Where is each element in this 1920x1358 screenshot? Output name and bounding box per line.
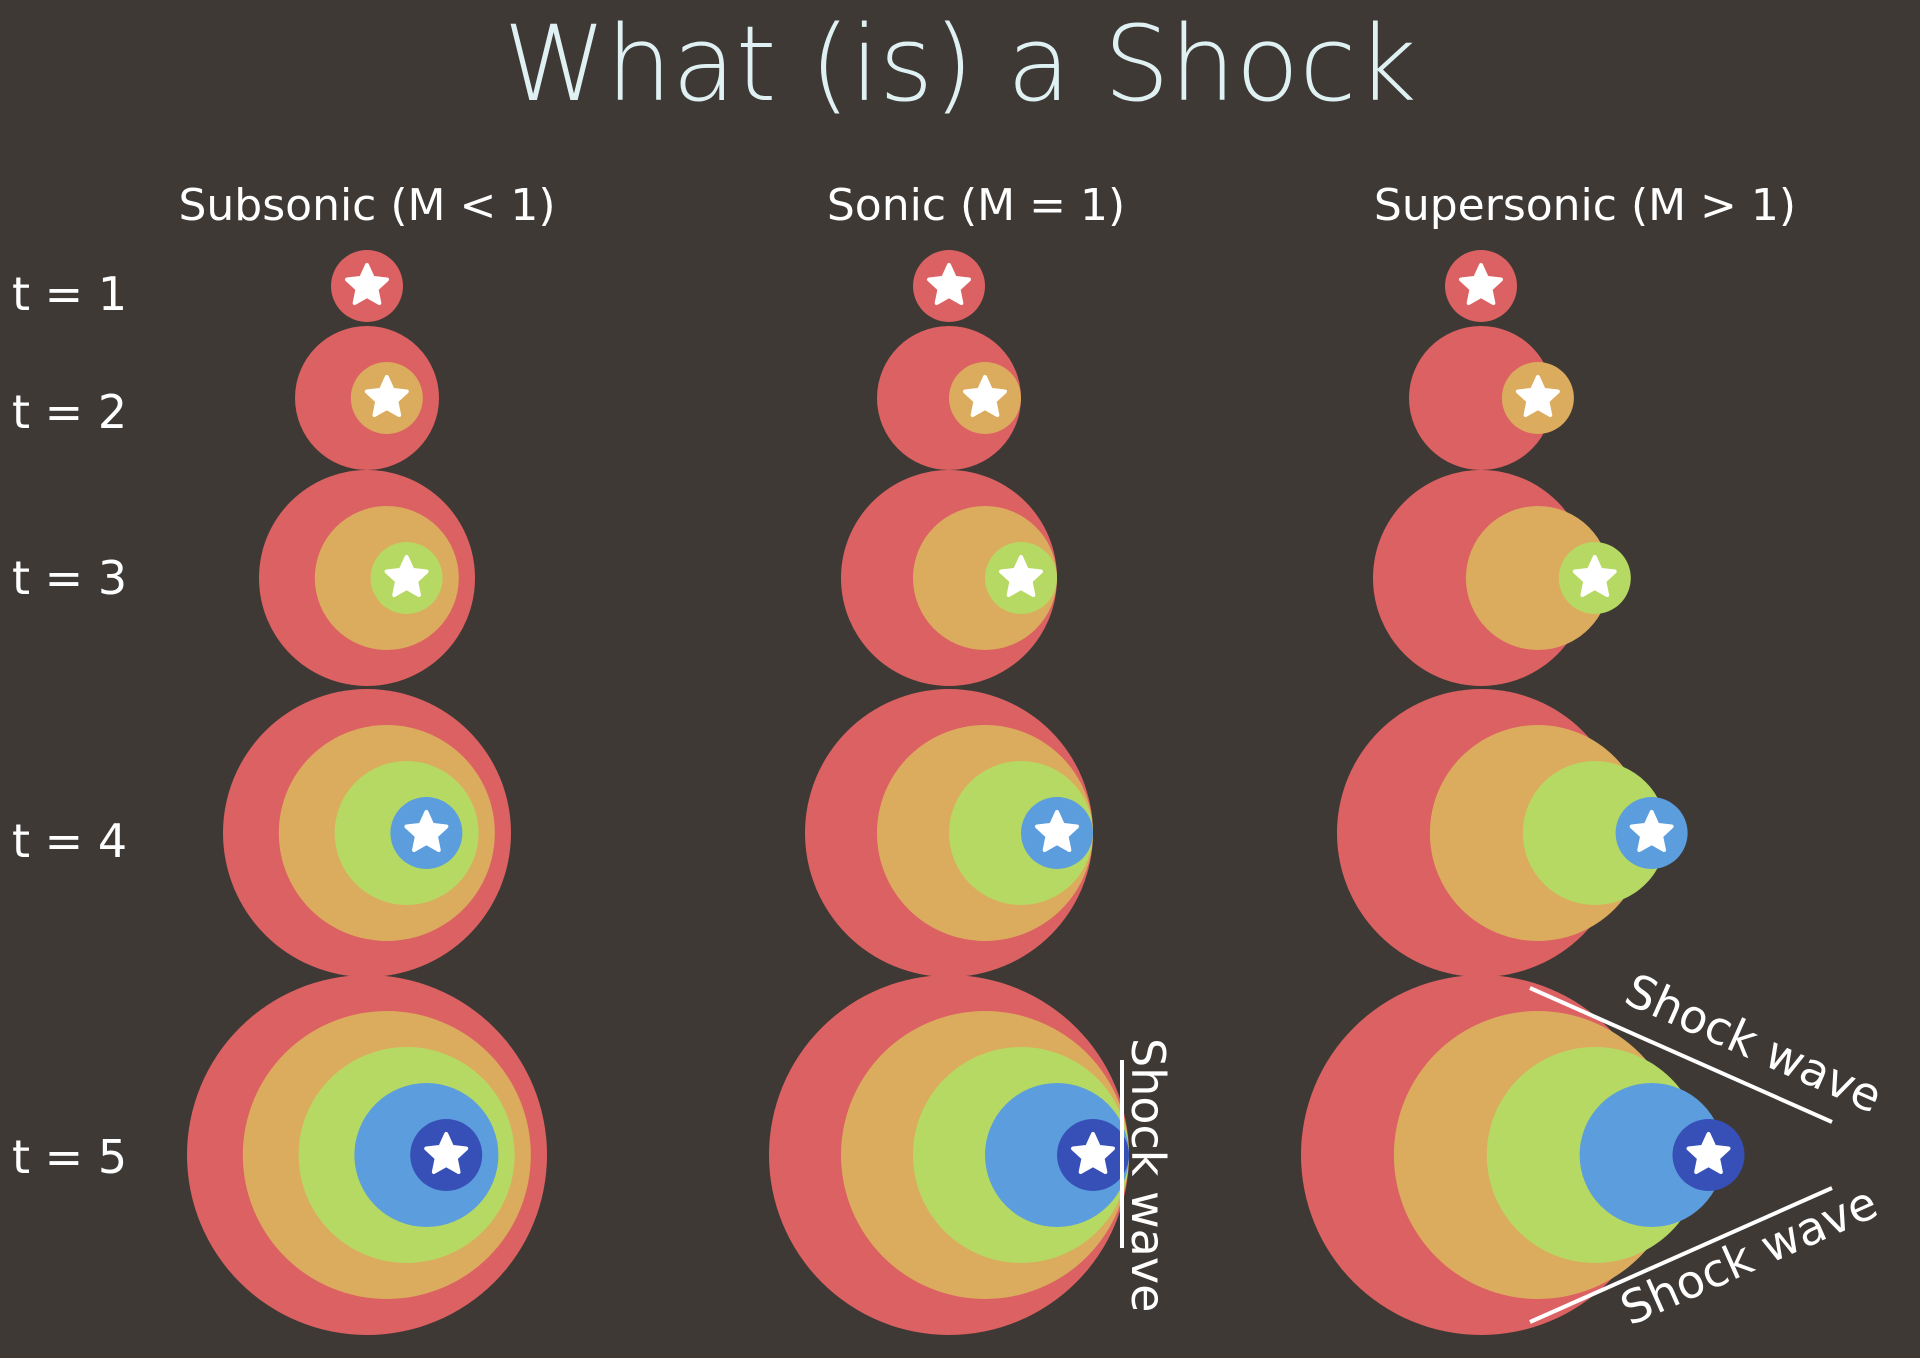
star-icon — [1459, 263, 1503, 305]
wavefront-circle-emitted-t4 — [1579, 1083, 1724, 1227]
wavefront-circles — [187, 250, 1745, 1335]
column-header-sonic: Sonic (M = 1) — [827, 180, 1125, 231]
star-icon — [1515, 375, 1560, 417]
wavefront-circle-emitted-t1 — [1409, 326, 1553, 470]
star-icon — [963, 375, 1007, 417]
supersonic-shock-line-upper — [1529, 986, 1833, 1124]
star-icon — [927, 263, 971, 305]
supersonic-row-5 — [1301, 975, 1745, 1335]
row-label-t4: t = 4 — [12, 814, 127, 868]
column-header-supersonic: Supersonic (M > 1) — [1374, 180, 1796, 231]
star-icon — [999, 555, 1043, 597]
star-icon — [345, 263, 389, 305]
supersonic-row-1 — [1445, 250, 1517, 322]
star-icon — [404, 810, 449, 852]
supersonic-shock-line-lower — [1529, 1186, 1833, 1324]
sonic-row-1 — [913, 250, 985, 322]
sonic-row-5 — [769, 975, 1129, 1335]
star-icon — [1071, 1132, 1115, 1174]
sonic-row-2 — [877, 326, 1021, 470]
row-label-t1: t = 1 — [12, 267, 127, 321]
supersonic-row-3 — [1373, 470, 1631, 686]
subsonic-row-2 — [295, 326, 439, 470]
row-label-t2: t = 2 — [12, 385, 127, 439]
supersonic-row-2 — [1409, 326, 1574, 470]
star-icon — [1686, 1132, 1731, 1174]
sonic-shock-label: Shock wave — [1121, 1038, 1175, 1312]
subsonic-row-5 — [187, 975, 547, 1335]
sonic-shock-annotation: Shock wave — [1120, 1038, 1175, 1312]
star-icon — [384, 555, 429, 597]
row-label-t5: t = 5 — [12, 1130, 127, 1184]
subsonic-row-1 — [331, 250, 403, 322]
supersonic-row-4 — [1337, 689, 1688, 977]
star-icon — [1035, 810, 1079, 852]
wavefront-circle-emitted-t3 — [1522, 761, 1667, 905]
sonic-row-3 — [841, 470, 1057, 686]
sonic-row-4 — [805, 689, 1093, 977]
subsonic-row-3 — [259, 470, 475, 686]
star-icon — [364, 375, 409, 417]
diagram-title: What (is) a Shock — [503, 3, 1416, 125]
subsonic-row-4 — [223, 689, 511, 977]
wavefront-circle-emitted-t2 — [1465, 506, 1610, 650]
star-icon — [1629, 810, 1674, 852]
star-icon — [1572, 555, 1617, 597]
star-icon — [424, 1132, 469, 1174]
column-header-subsonic: Subsonic (M < 1) — [178, 180, 555, 231]
row-label-t3: t = 3 — [12, 551, 127, 605]
